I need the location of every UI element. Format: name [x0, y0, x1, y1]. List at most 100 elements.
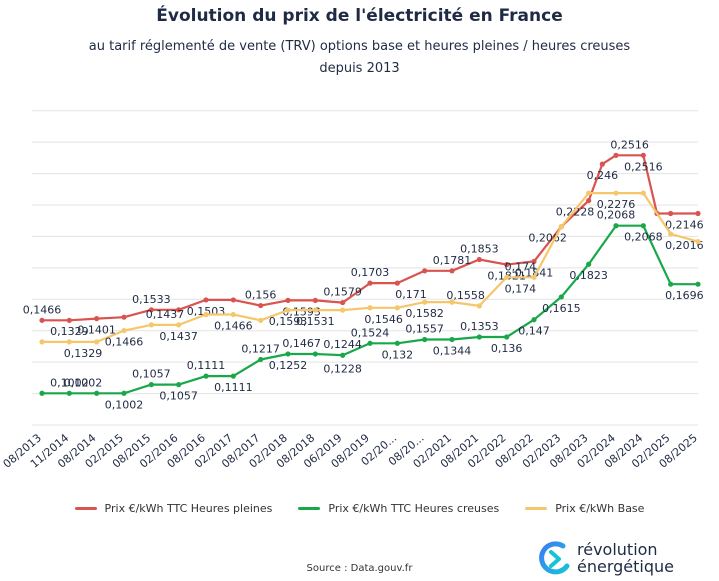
series-1-data-label-18: 0,147 [518, 325, 550, 338]
chart-legend: Prix €/kWh TTC Heures pleines Prix €/kWh… [0, 502, 719, 515]
legend-swatch-hc [298, 507, 321, 510]
series-2-data-label-11: 0,174 [505, 260, 537, 273]
series-2-point-21 [613, 190, 619, 196]
series-0-data-label-15: 0,246 [587, 169, 619, 182]
series-2-data-label-8: 0,1546 [364, 313, 403, 326]
series-1-point-16 [476, 334, 482, 340]
source-note: Source : Data.gouv.fr [306, 563, 413, 574]
series-0-data-label-14: 0,2228 [556, 206, 595, 219]
series-2-data-label-10: 0,1558 [446, 289, 485, 302]
series-0-point-15 [449, 268, 455, 274]
series-2-point-8 [258, 317, 264, 323]
series-2-data-label-6: 0,1593 [269, 315, 308, 328]
chart-subtitle: au tarif réglementé de vente (TRV) optio… [20, 36, 699, 80]
series-2-point-10 [312, 307, 318, 313]
series-2-point-14 [422, 299, 428, 305]
series-2-point-23 [668, 231, 674, 237]
series-0-data-label-2: 0,1533 [132, 293, 171, 306]
series-1-point-1 [66, 390, 72, 396]
series-1-point-8 [258, 356, 264, 363]
series-0-data-label-12: 0,1841 [515, 266, 554, 279]
series-1-data-label-7: 0,1217 [241, 342, 280, 355]
legend-item-hp: Prix €/kWh TTC Heures pleines [74, 502, 272, 515]
series-2-point-2 [94, 339, 100, 345]
series-1-data-label-3: 0,1057 [132, 368, 171, 381]
series-1-point-22 [640, 223, 646, 229]
series-0-point-16 [476, 256, 482, 263]
series-2-point-22 [640, 190, 646, 196]
series-0-data-label-5: 0,1593 [282, 305, 321, 318]
brand-logo: révolution énergétique [537, 540, 717, 580]
series-1-point-17 [504, 334, 510, 340]
series-2-point-19 [558, 224, 564, 230]
series-0-point-4 [148, 307, 154, 313]
series-0-data-label-0: 0,1466 [23, 303, 62, 316]
series-1-data-label-20: 0,1823 [569, 269, 608, 282]
series-2-data-label-7: 0,1531 [296, 315, 335, 328]
series-2-point-11 [340, 307, 346, 313]
series-0-data-label-6: 0,1579 [323, 286, 362, 299]
series-0-data-label-13: 0,2062 [528, 232, 567, 245]
series-1-point-2 [94, 390, 100, 396]
series-1-point-15 [449, 336, 455, 343]
series-1-data-label-15: 0,1344 [433, 345, 472, 358]
series-2-point-5 [176, 322, 182, 328]
series-0-data-label-17: 0,2516 [624, 160, 663, 173]
series-1-point-7 [230, 373, 236, 379]
logo-text-line1: révolution [577, 540, 658, 559]
series-1-point-10 [312, 351, 318, 357]
series-2-data-label-4: 0,1437 [159, 330, 198, 343]
series-0-point-3 [121, 314, 127, 320]
series-1-point-24 [695, 281, 701, 287]
series-0-point-6 [203, 297, 209, 303]
series-2-point-17 [504, 274, 510, 280]
series-2-point-0 [39, 339, 45, 345]
series-1-point-14 [422, 336, 428, 343]
series-0-data-label-19: 0,2016 [665, 239, 704, 252]
series-2-point-4 [148, 322, 154, 328]
series-0-point-9 [285, 297, 291, 303]
series-0-point-7 [230, 297, 236, 303]
price-line-chart: 08/201311/201408/201402/201508/201502/20… [1, 110, 704, 471]
series-0-data-label-9: 0,1781 [433, 254, 472, 267]
series-2-data-label-13: 0,2276 [597, 198, 636, 211]
series-1-data-label-17: 0,136 [491, 342, 523, 355]
series-0-data-label-7: 0,1703 [351, 266, 390, 279]
series-1-point-11 [340, 352, 346, 358]
series-0-data-label-10: 0,1853 [460, 243, 499, 256]
series-2-data-label-12: 0,174 [505, 282, 537, 295]
series-1-point-21 [613, 223, 619, 229]
series-1-point-18 [531, 317, 537, 323]
series-1-data-label-23: 0,1696 [665, 289, 704, 302]
series-1-data-label-1: 0,1002 [64, 376, 103, 389]
series-0-data-label-18: 0,2146 [665, 218, 704, 231]
series-1-data-label-13: 0,132 [382, 348, 414, 361]
series-2-data-label-0: 0,1329 [50, 325, 89, 338]
series-2-point-9 [285, 307, 291, 313]
series-0-data-label-1: 0,1401 [77, 324, 116, 337]
legend-item-base: Prix €/kWh Base [525, 502, 644, 515]
series-0-point-8 [258, 302, 264, 309]
legend-label-hc: Prix €/kWh TTC Heures creuses [328, 502, 500, 515]
series-2-data-label-2: 0,1466 [105, 336, 144, 349]
series-0-data-label-8: 0,171 [395, 288, 427, 301]
series-1-data-label-5: 0,1111 [187, 359, 226, 372]
series-1-point-4 [148, 382, 154, 388]
logo-text-line2: énergétique [577, 557, 674, 576]
series-1-point-3 [121, 390, 127, 396]
series-1-data-label-4: 0,1057 [159, 390, 198, 403]
legend-label-base: Prix €/kWh Base [555, 502, 645, 515]
series-2-point-15 [449, 299, 455, 305]
legend-item-hc: Prix €/kWh TTC Heures creuses [298, 502, 499, 515]
series-1-data-label-22: 0,2068 [624, 231, 663, 244]
series-2-point-20 [586, 190, 592, 196]
series-1-data-label-14: 0,1557 [405, 323, 444, 336]
series-2-data-label-5: 0,1466 [214, 320, 253, 333]
series-1-point-0 [39, 390, 45, 396]
series-0-point-21 [599, 161, 605, 167]
series-1-data-label-16: 0,1353 [460, 320, 499, 333]
legend-swatch-hp [74, 507, 97, 510]
series-0-point-17 [504, 261, 510, 268]
series-0-point-10 [312, 297, 318, 303]
legend-swatch-base [525, 507, 548, 510]
